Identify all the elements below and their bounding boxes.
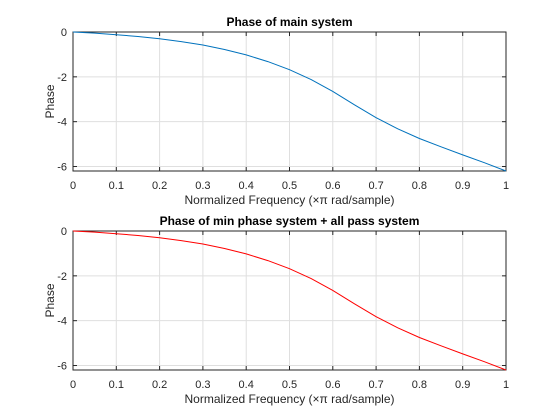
x-axis-label: Normalized Frequency (×π rad/sample) — [184, 392, 394, 406]
plot-min-phase-plus-all-pass: 0 0.1 0.2 0.3 0.4 0.5 0.6 0.7 0.8 0.9 1 0 -2 -4 -6 Phas… — [43, 214, 509, 406]
x-tick-label: 0.1 — [109, 379, 124, 391]
x-tick-label: 0.4 — [239, 180, 254, 192]
y-tick-label: -4 — [57, 316, 67, 328]
x-axis-label: Normalized Frequency (×π rad/sample) — [184, 193, 394, 207]
x-tick-label: 0.3 — [195, 180, 210, 192]
plot-main-system: 0 0.1 0.2 0.3 0.4 0.5 0.6 0.7 0.8 0.9 1 0 -2 -4 -6 Phas… — [43, 15, 509, 207]
y-tick-label: 0 — [61, 27, 67, 39]
y-tick-label: -2 — [57, 271, 67, 283]
x-tick-label: 0.1 — [109, 180, 124, 192]
x-tick-label: 0.7 — [368, 180, 383, 192]
x-tick-label: 0.9 — [455, 180, 470, 192]
x-tick-label: 0.9 — [455, 379, 470, 391]
x-tick-label: 1 — [503, 180, 509, 192]
x-tick-label: 0.2 — [152, 379, 167, 391]
x-tick-label: 0.5 — [282, 379, 297, 391]
x-tick-label: 0 — [70, 379, 76, 391]
x-tick-label: 0 — [70, 180, 76, 192]
x-tick-label: 1 — [503, 379, 509, 391]
y-tick-label: -4 — [57, 117, 67, 129]
y-axis-label: Phase — [43, 283, 57, 317]
y-axis-label: Phase — [43, 84, 57, 118]
x-tick-label: 0.8 — [412, 379, 427, 391]
y-tick-label: -2 — [57, 72, 67, 84]
y-tick-label: 0 — [61, 226, 67, 238]
x-tick-label: 0.2 — [152, 180, 167, 192]
y-tick-label: -6 — [57, 361, 67, 373]
x-tick-label: 0.5 — [282, 180, 297, 192]
phase-line — [72, 230, 507, 371]
phase-line — [72, 31, 507, 172]
x-tick-label: 0.3 — [195, 379, 210, 391]
x-tick-label: 0.8 — [412, 180, 427, 192]
y-tick-label: -6 — [57, 162, 67, 174]
x-tick-label: 0.7 — [368, 379, 383, 391]
x-tick-label: 0.6 — [325, 379, 340, 391]
x-tick-label: 0.4 — [239, 379, 254, 391]
chart-title: Phase of min phase system + all pass sys… — [160, 214, 420, 228]
chart-title: Phase of main system — [226, 15, 352, 29]
x-tick-label: 0.6 — [325, 180, 340, 192]
